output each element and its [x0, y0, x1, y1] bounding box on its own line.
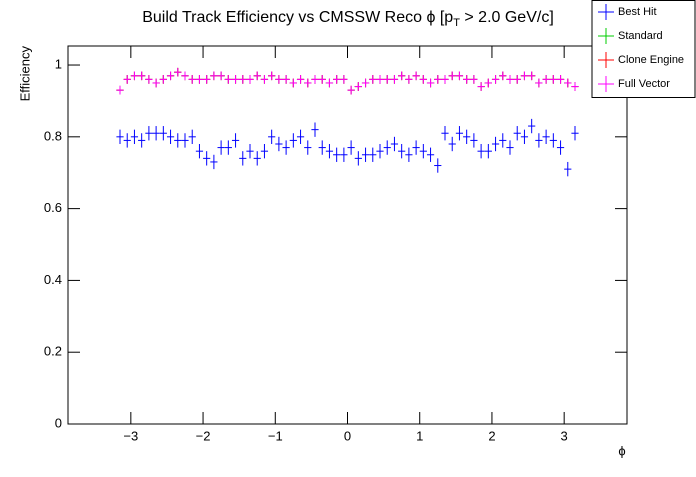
x-axis-label: ϕ: [618, 443, 625, 458]
y-tick-label: 0.8: [44, 128, 62, 143]
y-tick-label: 0.6: [44, 200, 62, 215]
x-tick-label: 3: [561, 428, 568, 443]
x-tick-label: −3: [123, 428, 138, 443]
legend-label: Standard: [618, 30, 663, 42]
legend-box: [591, 0, 696, 98]
x-tick-label: 0: [344, 428, 351, 443]
legend-label: Full Vector: [618, 78, 670, 90]
legend-label: Clone Engine: [618, 54, 684, 66]
chart-title: Build Track Efficiency vs CMSSW Reco ϕ […: [142, 9, 554, 29]
legend-label: Best Hit: [618, 6, 657, 18]
y-tick-label: 0.2: [44, 344, 62, 359]
x-tick-label: 1: [416, 428, 423, 443]
x-tick-label: 2: [488, 428, 495, 443]
y-axis-label: Efficiency: [17, 46, 32, 102]
y-tick-label: 0: [55, 415, 62, 430]
y-tick-label: 1: [55, 56, 62, 71]
x-tick-label: −1: [268, 428, 283, 443]
y-tick-label: 0.4: [44, 272, 62, 287]
x-tick-label: −2: [196, 428, 211, 443]
